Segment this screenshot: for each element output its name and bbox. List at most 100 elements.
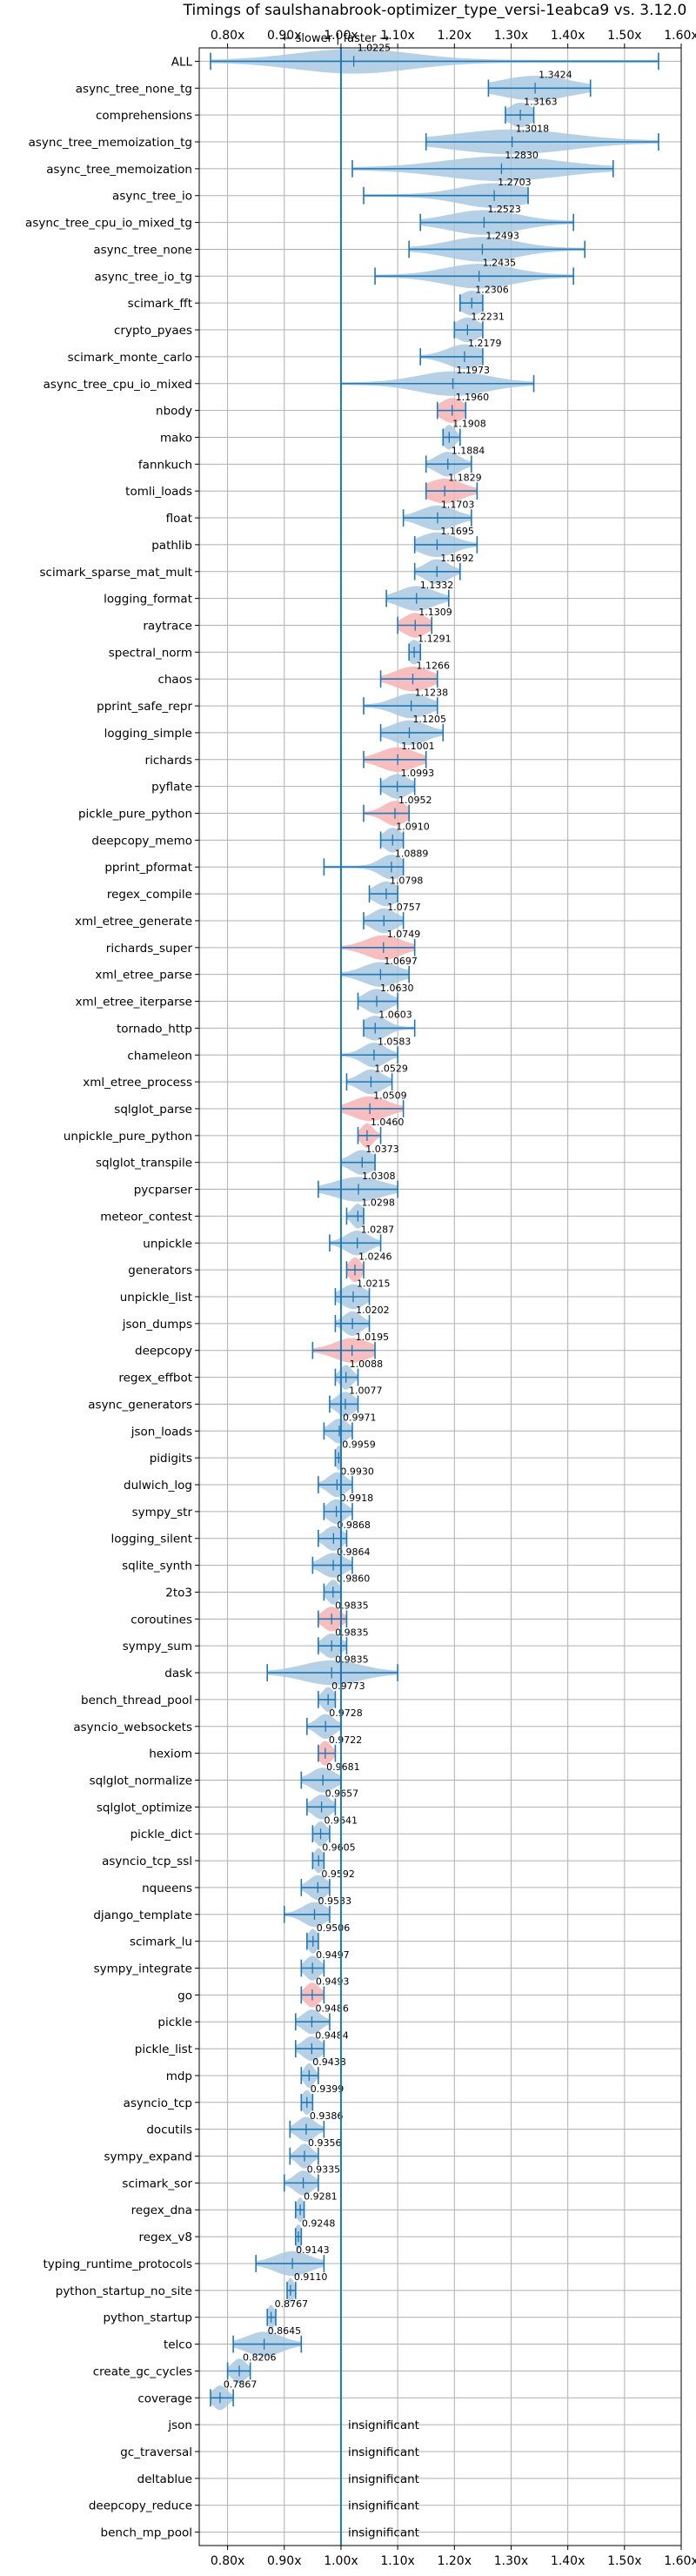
violin-sympy_str: 0.9918: [323, 1493, 373, 1525]
category-label: regex_effbot: [118, 1372, 192, 1385]
category-label: async_tree_io_tg: [94, 270, 192, 284]
category-label: bench_mp_pool: [101, 2526, 192, 2540]
value-label: 1.2830: [505, 150, 539, 161]
category-label: scimark_sor: [122, 2177, 192, 2190]
violin-xml_etree_process: 1.0529: [345, 1063, 408, 1095]
value-label: 0.9335: [307, 2164, 341, 2176]
insignificant-label: insignificant: [348, 2472, 419, 2486]
violin-deepcopy: 1.0195: [311, 1332, 390, 1363]
violin-fannkuch: 1.1884: [425, 446, 485, 477]
value-label: 1.0077: [349, 1385, 383, 1397]
violin-sqlglot_transpile: 1.0373: [340, 1144, 399, 1175]
violin-scimark_monte_carlo: 1.2179: [419, 338, 502, 370]
value-label: 1.1291: [418, 634, 451, 645]
violin-unpickle_pure_python: 1.0460: [357, 1117, 405, 1148]
value-label: 1.0509: [373, 1090, 407, 1101]
value-label: 0.9835: [335, 1654, 369, 1665]
violin-sqlite_synth: 0.9864: [311, 1546, 371, 1578]
value-label: 1.0603: [378, 1010, 412, 1021]
value-label: 1.3424: [539, 70, 572, 81]
value-label: 0.9356: [308, 2137, 342, 2149]
category-label: mako: [160, 431, 192, 445]
value-label: 1.2179: [468, 338, 502, 349]
category-label: hexiom: [149, 1748, 192, 1761]
violin-spectral_norm: 1.1291: [408, 634, 452, 665]
value-label: 0.9605: [322, 1841, 356, 1853]
violin-python_startup_no_site: 0.9110: [286, 2271, 328, 2303]
value-label: 0.9930: [340, 1466, 374, 1477]
violin-mdp: 0.9438: [300, 2056, 346, 2089]
violin-regex_dna: 0.9281: [294, 2191, 338, 2223]
tick-label-top: 1.10x: [380, 29, 414, 43]
value-label: 1.0202: [356, 1305, 390, 1316]
violin-async_tree_none_tg: 1.3424: [487, 70, 592, 101]
violin-logging_format: 1.1332: [385, 580, 453, 611]
category-label: python_startup: [103, 2311, 192, 2325]
value-label: 1.2231: [471, 311, 505, 322]
value-label: 0.9728: [329, 1707, 363, 1719]
value-label: 0.9681: [326, 1761, 360, 1773]
violin-scimark_sor: 0.9335: [283, 2164, 341, 2196]
tick-label-top: 1.60x: [664, 29, 696, 43]
violin-meteor_contest: 1.0298: [345, 1197, 395, 1229]
category-label: async_tree_memoization: [46, 163, 192, 177]
tick-label-top: 1.20x: [438, 29, 472, 43]
insignificant-label: insignificant: [348, 2499, 419, 2513]
category-label: deepcopy: [135, 1345, 192, 1358]
category-label: pickle: [157, 2016, 192, 2029]
violin-chameleon: 1.0583: [340, 1036, 411, 1068]
category-label: sqlglot_normalize: [90, 1774, 192, 1788]
value-label: 1.0630: [380, 983, 414, 994]
violin-coroutines: 0.9835: [318, 1600, 369, 1632]
value-label: 0.9248: [302, 2217, 336, 2229]
category-label: 2to3: [165, 1586, 192, 1600]
violin-generators: 1.0246: [345, 1251, 392, 1283]
violin-pidigits: 0.9959: [334, 1439, 376, 1471]
value-label: 1.1960: [456, 392, 490, 403]
value-label: 1.0195: [356, 1332, 390, 1343]
category-label: logging_simple: [104, 727, 192, 741]
violin-async_generators: 1.0077: [329, 1385, 383, 1417]
violin-regex_compile: 1.0798: [368, 875, 423, 907]
value-label: 0.9399: [311, 2083, 345, 2095]
grid-lines: [199, 48, 682, 2546]
plot-frame: [198, 47, 682, 2546]
category-label: richards_super: [106, 942, 193, 956]
category-label: telco: [164, 2338, 192, 2352]
category-label: logging_format: [104, 593, 192, 607]
violin-mako: 1.1908: [442, 419, 486, 450]
value-label: 1.1205: [412, 714, 446, 725]
tick-label-top: 1.40x: [551, 29, 585, 43]
category-label: pprint_safe_repr: [97, 700, 192, 714]
value-label: 0.9110: [294, 2271, 328, 2283]
category-label: tomli_loads: [125, 485, 192, 499]
violin-sympy_expand: 0.9356: [289, 2137, 342, 2169]
value-label: 0.9864: [337, 1546, 371, 1558]
category-label: chaos: [157, 673, 192, 687]
value-label: 1.0993: [401, 768, 435, 779]
value-label: 1.0460: [371, 1117, 405, 1128]
tick-label-bottom: 1.50x: [607, 2554, 641, 2568]
value-label: 1.1884: [452, 446, 485, 457]
insignificant-label: insignificant: [348, 2418, 419, 2432]
category-label: json_loads: [130, 1425, 192, 1439]
category-label: crypto_pyaes: [114, 324, 192, 338]
value-label: 1.0952: [398, 795, 432, 806]
violin-async_tree_cpu_io_mixed_tg: 1.2523: [419, 204, 574, 235]
violin-richards: 1.1001: [363, 741, 435, 772]
chart-title: Timings of saulshanabrook-optimizer_type…: [183, 2, 687, 19]
value-label: 1.0749: [387, 929, 421, 940]
category-label: raytrace: [143, 619, 192, 633]
tick-label-bottom: 1.30x: [494, 2554, 528, 2568]
category-label: ALL: [171, 55, 193, 69]
category-label: logging_silent: [111, 1533, 192, 1546]
value-label: 1.0215: [357, 1278, 391, 1289]
violin-python_startup: 0.8767: [266, 2298, 308, 2330]
category-label: sympy_integrate: [94, 1962, 192, 1976]
value-label: 1.1238: [415, 687, 449, 698]
violin-asyncio_tcp: 0.9399: [300, 2083, 345, 2115]
violin-unpickle: 1.0287: [329, 1224, 394, 1256]
violin-nbody: 1.1960: [436, 392, 490, 423]
category-label: chameleon: [127, 1049, 192, 1063]
